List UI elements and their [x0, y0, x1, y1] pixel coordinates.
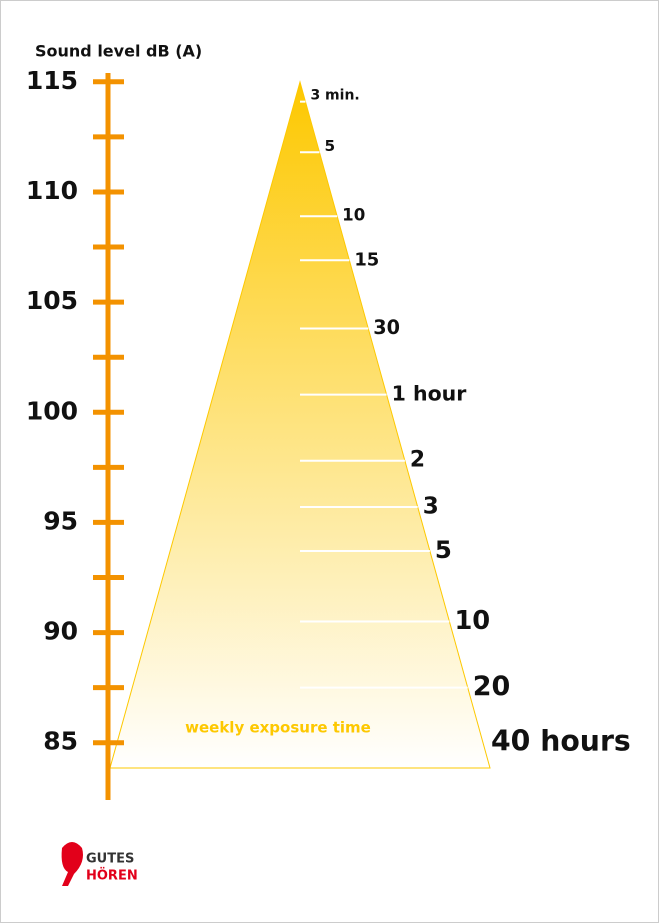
exposure-label: 30	[373, 316, 400, 339]
exposure-label: 20	[473, 671, 511, 702]
y-tick-label: 100	[26, 396, 78, 425]
exposure-label: 2	[410, 448, 425, 473]
annotation: weekly exposure time	[185, 719, 371, 737]
y-tick-label: 85	[43, 727, 78, 756]
exposure-label: 15	[354, 249, 379, 270]
y-tick-label: 90	[43, 617, 78, 646]
axis-title: Sound level dB (A)	[35, 42, 202, 61]
exposure-label: 40 hours	[491, 725, 631, 758]
logo-icon	[61, 842, 83, 886]
exposure-label: 1 hour	[392, 382, 468, 406]
exposure-label: 10	[454, 606, 490, 636]
y-tick-label: 115	[26, 66, 78, 95]
exposure-label: 5	[435, 535, 452, 564]
exposure-label: 3	[423, 493, 439, 519]
exposure-triangle	[109, 80, 491, 769]
y-tick-label: 95	[43, 506, 78, 535]
y-tick-label: 105	[26, 286, 78, 315]
logo: GUTES HÖREN	[61, 842, 138, 886]
logo-text: HÖREN	[86, 868, 138, 884]
y-tick-label: 110	[26, 176, 78, 205]
exposure-label: 5	[324, 137, 335, 155]
exposure-label: 3 min.	[310, 88, 359, 104]
logo-text: GUTES	[86, 852, 134, 867]
exposure-label: 10	[342, 206, 365, 225]
